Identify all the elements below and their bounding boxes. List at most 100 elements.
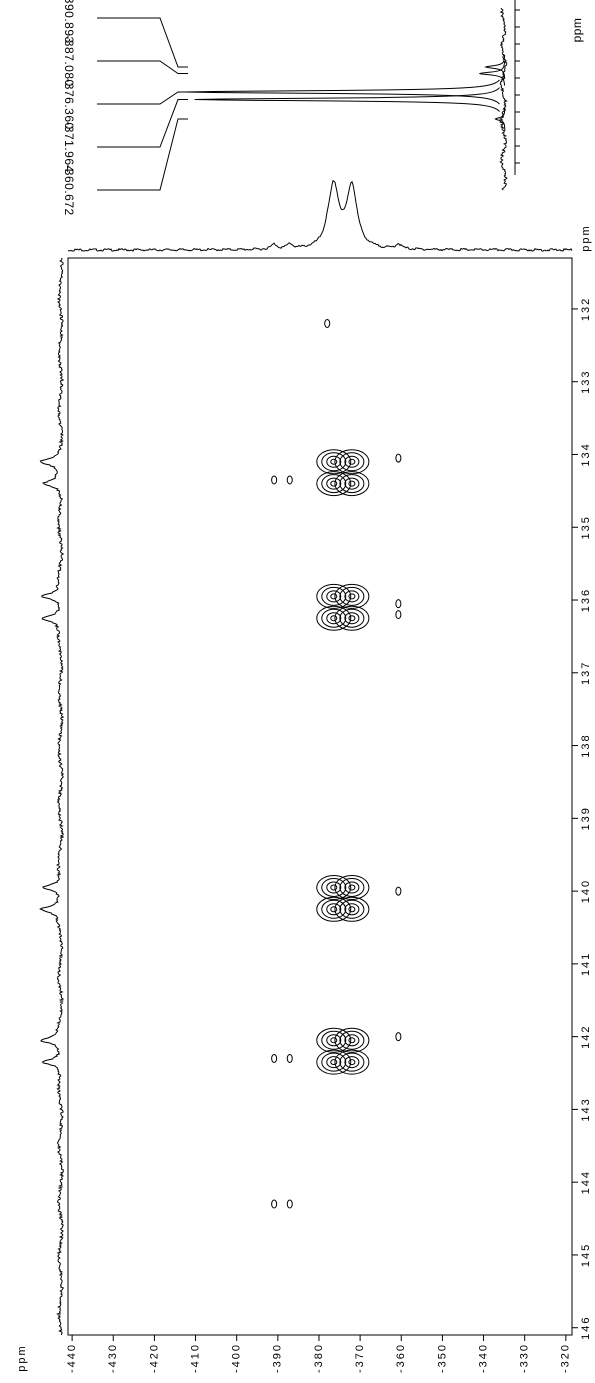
contour — [327, 1057, 341, 1068]
contour — [322, 900, 346, 918]
y-tick-label: -320 — [560, 1343, 572, 1373]
contour — [349, 616, 355, 621]
contour — [396, 600, 401, 608]
x-tick-label: 143 — [580, 1097, 592, 1121]
contour — [349, 885, 355, 890]
contour — [349, 459, 355, 464]
contour — [340, 609, 364, 627]
contour — [322, 1031, 346, 1049]
contour — [322, 1053, 346, 1071]
contour — [327, 1035, 341, 1046]
y-tick-label: -400 — [231, 1343, 243, 1373]
contour — [272, 1054, 277, 1062]
contour — [331, 885, 337, 890]
y-tick-label: -390 — [272, 1343, 284, 1373]
y-tick-label: -360 — [395, 1343, 407, 1373]
leader-line — [97, 92, 188, 104]
contour — [396, 611, 401, 619]
page: -440-430-420-410-400-390-380-370-360-350… — [0, 0, 595, 1383]
contour — [322, 878, 346, 896]
contour — [331, 907, 337, 912]
x-tick-label: 139 — [580, 806, 592, 830]
contour — [340, 878, 364, 896]
contour — [345, 882, 359, 893]
contour — [322, 587, 346, 605]
contour — [331, 459, 337, 464]
x-tick-label: 133 — [580, 370, 592, 394]
contour — [345, 478, 359, 489]
x-axis-label: ppm — [580, 224, 592, 251]
chart: -440-430-420-410-400-390-380-370-360-350… — [0, 0, 595, 1378]
peak-label: -360.672 — [62, 164, 76, 215]
plot-frame — [68, 258, 572, 1335]
contour — [287, 1054, 292, 1062]
contour — [327, 904, 341, 915]
contour — [340, 1053, 364, 1071]
contour — [287, 476, 292, 484]
leader-line — [97, 119, 188, 190]
x-tick-label: 140 — [580, 879, 592, 903]
contour — [340, 587, 364, 605]
contour — [327, 591, 341, 602]
x-tick-label: 134 — [580, 442, 592, 466]
contour — [349, 907, 355, 912]
contour — [331, 1060, 337, 1065]
contour — [396, 887, 401, 895]
x-tick-label: 138 — [580, 733, 592, 757]
x-tick-label: 137 — [580, 661, 592, 685]
y-tick-label: -410 — [189, 1343, 201, 1373]
y-tick-label: -440 — [66, 1343, 78, 1373]
contour — [325, 319, 330, 327]
y-tick-label: -430 — [107, 1343, 119, 1373]
y-tick-label: -350 — [436, 1343, 448, 1373]
contour — [322, 453, 346, 471]
contour — [322, 475, 346, 493]
contour — [349, 594, 355, 599]
x-tick-label: 141 — [580, 952, 592, 976]
contour — [396, 454, 401, 462]
contour — [345, 904, 359, 915]
contour — [349, 1038, 355, 1043]
contour — [345, 1057, 359, 1068]
contour — [327, 478, 341, 489]
contour — [340, 475, 364, 493]
x-tick-label: 136 — [580, 588, 592, 612]
leader-line — [97, 100, 188, 147]
contour — [331, 594, 337, 599]
contour — [340, 900, 364, 918]
contour — [272, 1200, 277, 1208]
x-tick-label: 142 — [580, 1024, 592, 1048]
projection-left — [40, 258, 63, 1335]
contour — [349, 481, 355, 486]
inset-axis-label: ppm — [570, 18, 584, 43]
y-tick-label: -330 — [519, 1343, 531, 1373]
contour — [272, 476, 277, 484]
contour — [345, 613, 359, 624]
contour — [331, 616, 337, 621]
leader-line — [97, 61, 188, 74]
y-tick-label: -380 — [313, 1343, 325, 1373]
y-tick-label: -340 — [477, 1343, 489, 1373]
contour — [327, 882, 341, 893]
contour — [327, 613, 341, 624]
contour — [331, 1038, 337, 1043]
leader-line — [97, 18, 188, 67]
contour — [322, 609, 346, 627]
contour — [349, 1060, 355, 1065]
x-tick-label: 135 — [580, 515, 592, 539]
contour — [331, 481, 337, 486]
contour — [340, 1031, 364, 1049]
x-tick-label: 144 — [580, 1170, 592, 1194]
x-tick-label: 145 — [580, 1243, 592, 1267]
x-tick-label: 132 — [580, 297, 592, 321]
contour — [340, 453, 364, 471]
inset-baseline — [500, 8, 507, 190]
contour — [345, 1035, 359, 1046]
projection-top — [68, 181, 572, 251]
inset: ppm-390.893-387.080-376.360-371.964-360.… — [62, 0, 584, 216]
contour — [345, 591, 359, 602]
y-tick-label: -370 — [354, 1343, 366, 1373]
contour — [345, 456, 359, 467]
y-axis-label: ppm — [16, 1344, 28, 1371]
x-tick-label: 146 — [580, 1316, 592, 1340]
